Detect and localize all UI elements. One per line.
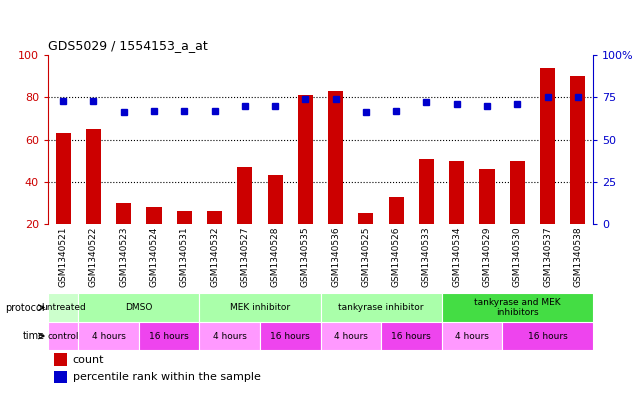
Bar [320,293,442,322]
Text: count: count [72,354,104,365]
Text: 16 hours: 16 hours [271,332,310,340]
Bar [48,293,78,322]
Bar [237,167,253,224]
Text: percentile rank within the sample: percentile rank within the sample [72,372,260,382]
Bar [510,161,525,224]
Bar [177,211,192,224]
Bar [199,322,260,350]
Bar [320,322,381,350]
Bar [48,322,78,350]
Text: 4 hours: 4 hours [334,332,368,340]
Bar [358,213,374,224]
Text: 16 hours: 16 hours [149,332,189,340]
Bar [502,322,593,350]
Text: GDS5029 / 1554153_a_at: GDS5029 / 1554153_a_at [48,39,208,52]
Bar [199,293,320,322]
Bar [78,322,139,350]
Bar [388,196,404,224]
Bar [56,133,71,224]
Bar [479,169,495,224]
Bar [298,95,313,224]
Bar [419,158,434,224]
Text: tankyrase inhibitor: tankyrase inhibitor [338,303,424,312]
Text: protocol: protocol [5,303,45,312]
Bar [207,211,222,224]
Text: tankyrase and MEK
inhibitors: tankyrase and MEK inhibitors [474,298,561,317]
Bar [328,91,343,224]
Bar [86,129,101,224]
Text: 4 hours: 4 hours [92,332,126,340]
Bar [146,207,162,224]
Bar [540,68,555,224]
Bar [442,322,502,350]
Bar [54,353,67,365]
Text: 16 hours: 16 hours [528,332,567,340]
Bar [570,76,585,224]
Text: 4 hours: 4 hours [213,332,247,340]
Bar [267,175,283,224]
Text: 16 hours: 16 hours [392,332,431,340]
Text: MEK inhibitor: MEK inhibitor [230,303,290,312]
Text: control: control [47,332,79,340]
Bar [78,293,199,322]
Bar [139,322,199,350]
Bar [54,371,67,384]
Bar [449,161,464,224]
Bar [381,322,442,350]
Bar [442,293,593,322]
Bar [116,203,131,224]
Text: 4 hours: 4 hours [455,332,489,340]
Text: untreated: untreated [41,303,86,312]
Text: DMSO: DMSO [125,303,153,312]
Bar [260,322,320,350]
Text: time: time [22,331,45,341]
